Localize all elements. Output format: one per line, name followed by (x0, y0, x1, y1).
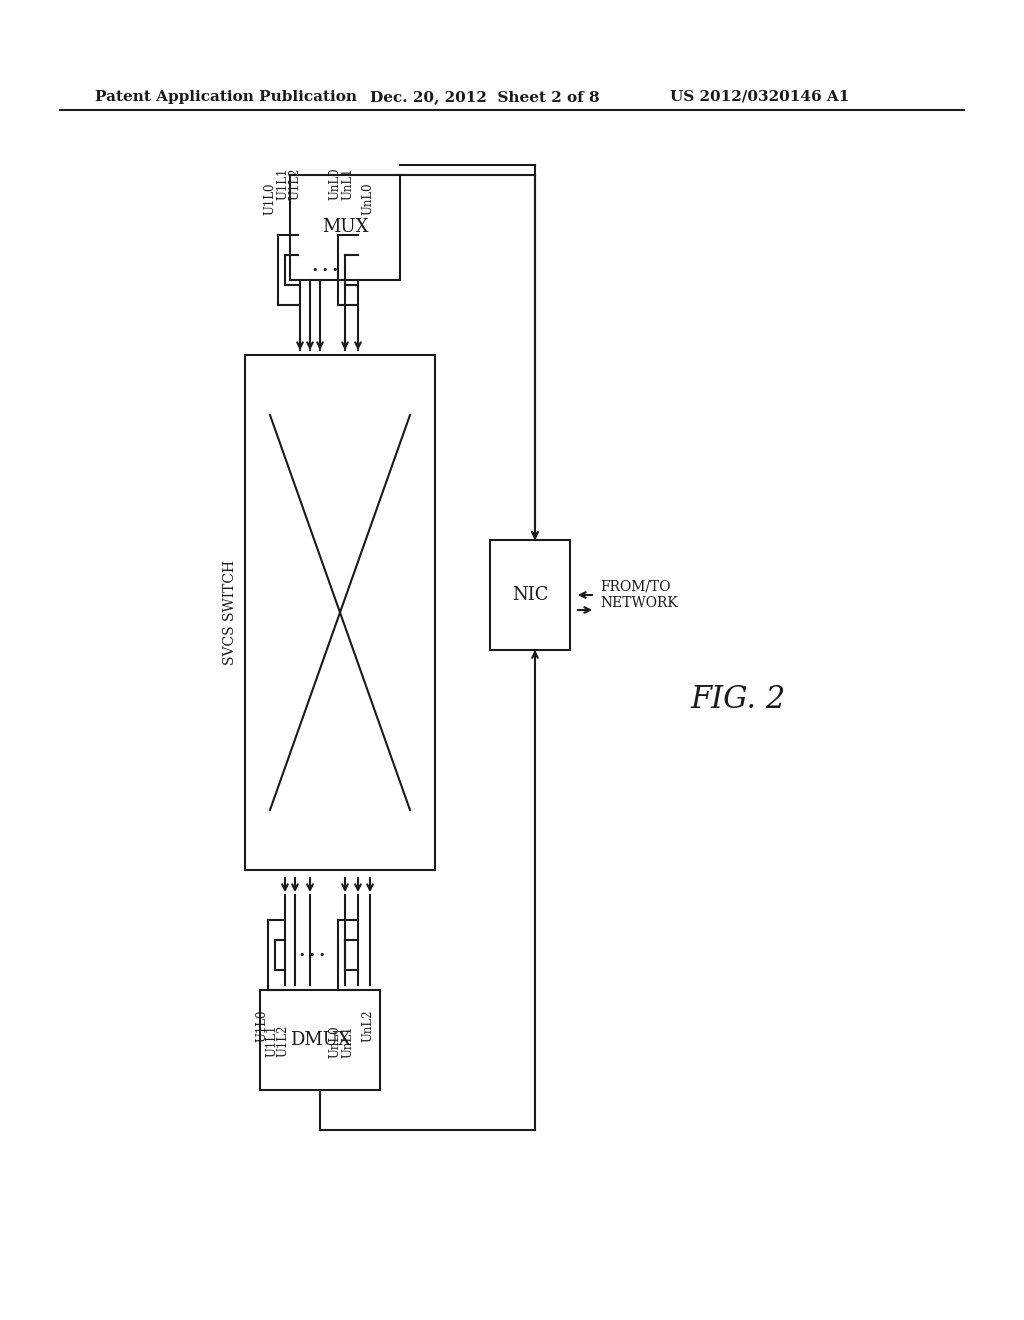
FancyBboxPatch shape (260, 990, 380, 1090)
Text: U1L2: U1L2 (276, 1026, 290, 1057)
FancyBboxPatch shape (490, 540, 570, 649)
Text: U1L1: U1L1 (276, 168, 290, 201)
Text: UnL1: UnL1 (341, 1026, 354, 1057)
Text: SVCS SWITCH: SVCS SWITCH (223, 560, 237, 665)
Text: UnL0: UnL0 (361, 182, 375, 215)
Text: FIG. 2: FIG. 2 (690, 685, 785, 715)
Text: FROM/TO
NETWORK: FROM/TO NETWORK (600, 579, 678, 610)
Text: UnL0: UnL0 (329, 1026, 341, 1057)
Text: U1L0: U1L0 (263, 182, 276, 215)
Text: Patent Application Publication: Patent Application Publication (95, 90, 357, 104)
Text: NIC: NIC (512, 586, 548, 605)
Text: U1L1: U1L1 (265, 1026, 279, 1057)
Text: • • •: • • • (311, 265, 338, 275)
Text: UnL0: UnL0 (329, 168, 341, 201)
FancyBboxPatch shape (290, 176, 400, 280)
Text: DMUX: DMUX (290, 1031, 350, 1049)
Text: Dec. 20, 2012  Sheet 2 of 8: Dec. 20, 2012 Sheet 2 of 8 (370, 90, 600, 104)
Text: UnL1: UnL1 (341, 168, 354, 201)
Text: U1L0: U1L0 (256, 1010, 268, 1043)
Text: • • •: • • • (299, 950, 326, 960)
Text: UnL2: UnL2 (361, 1010, 375, 1043)
Text: U1L2: U1L2 (289, 168, 301, 201)
Text: US 2012/0320146 A1: US 2012/0320146 A1 (670, 90, 849, 104)
Text: MUX: MUX (322, 219, 369, 236)
FancyBboxPatch shape (245, 355, 435, 870)
